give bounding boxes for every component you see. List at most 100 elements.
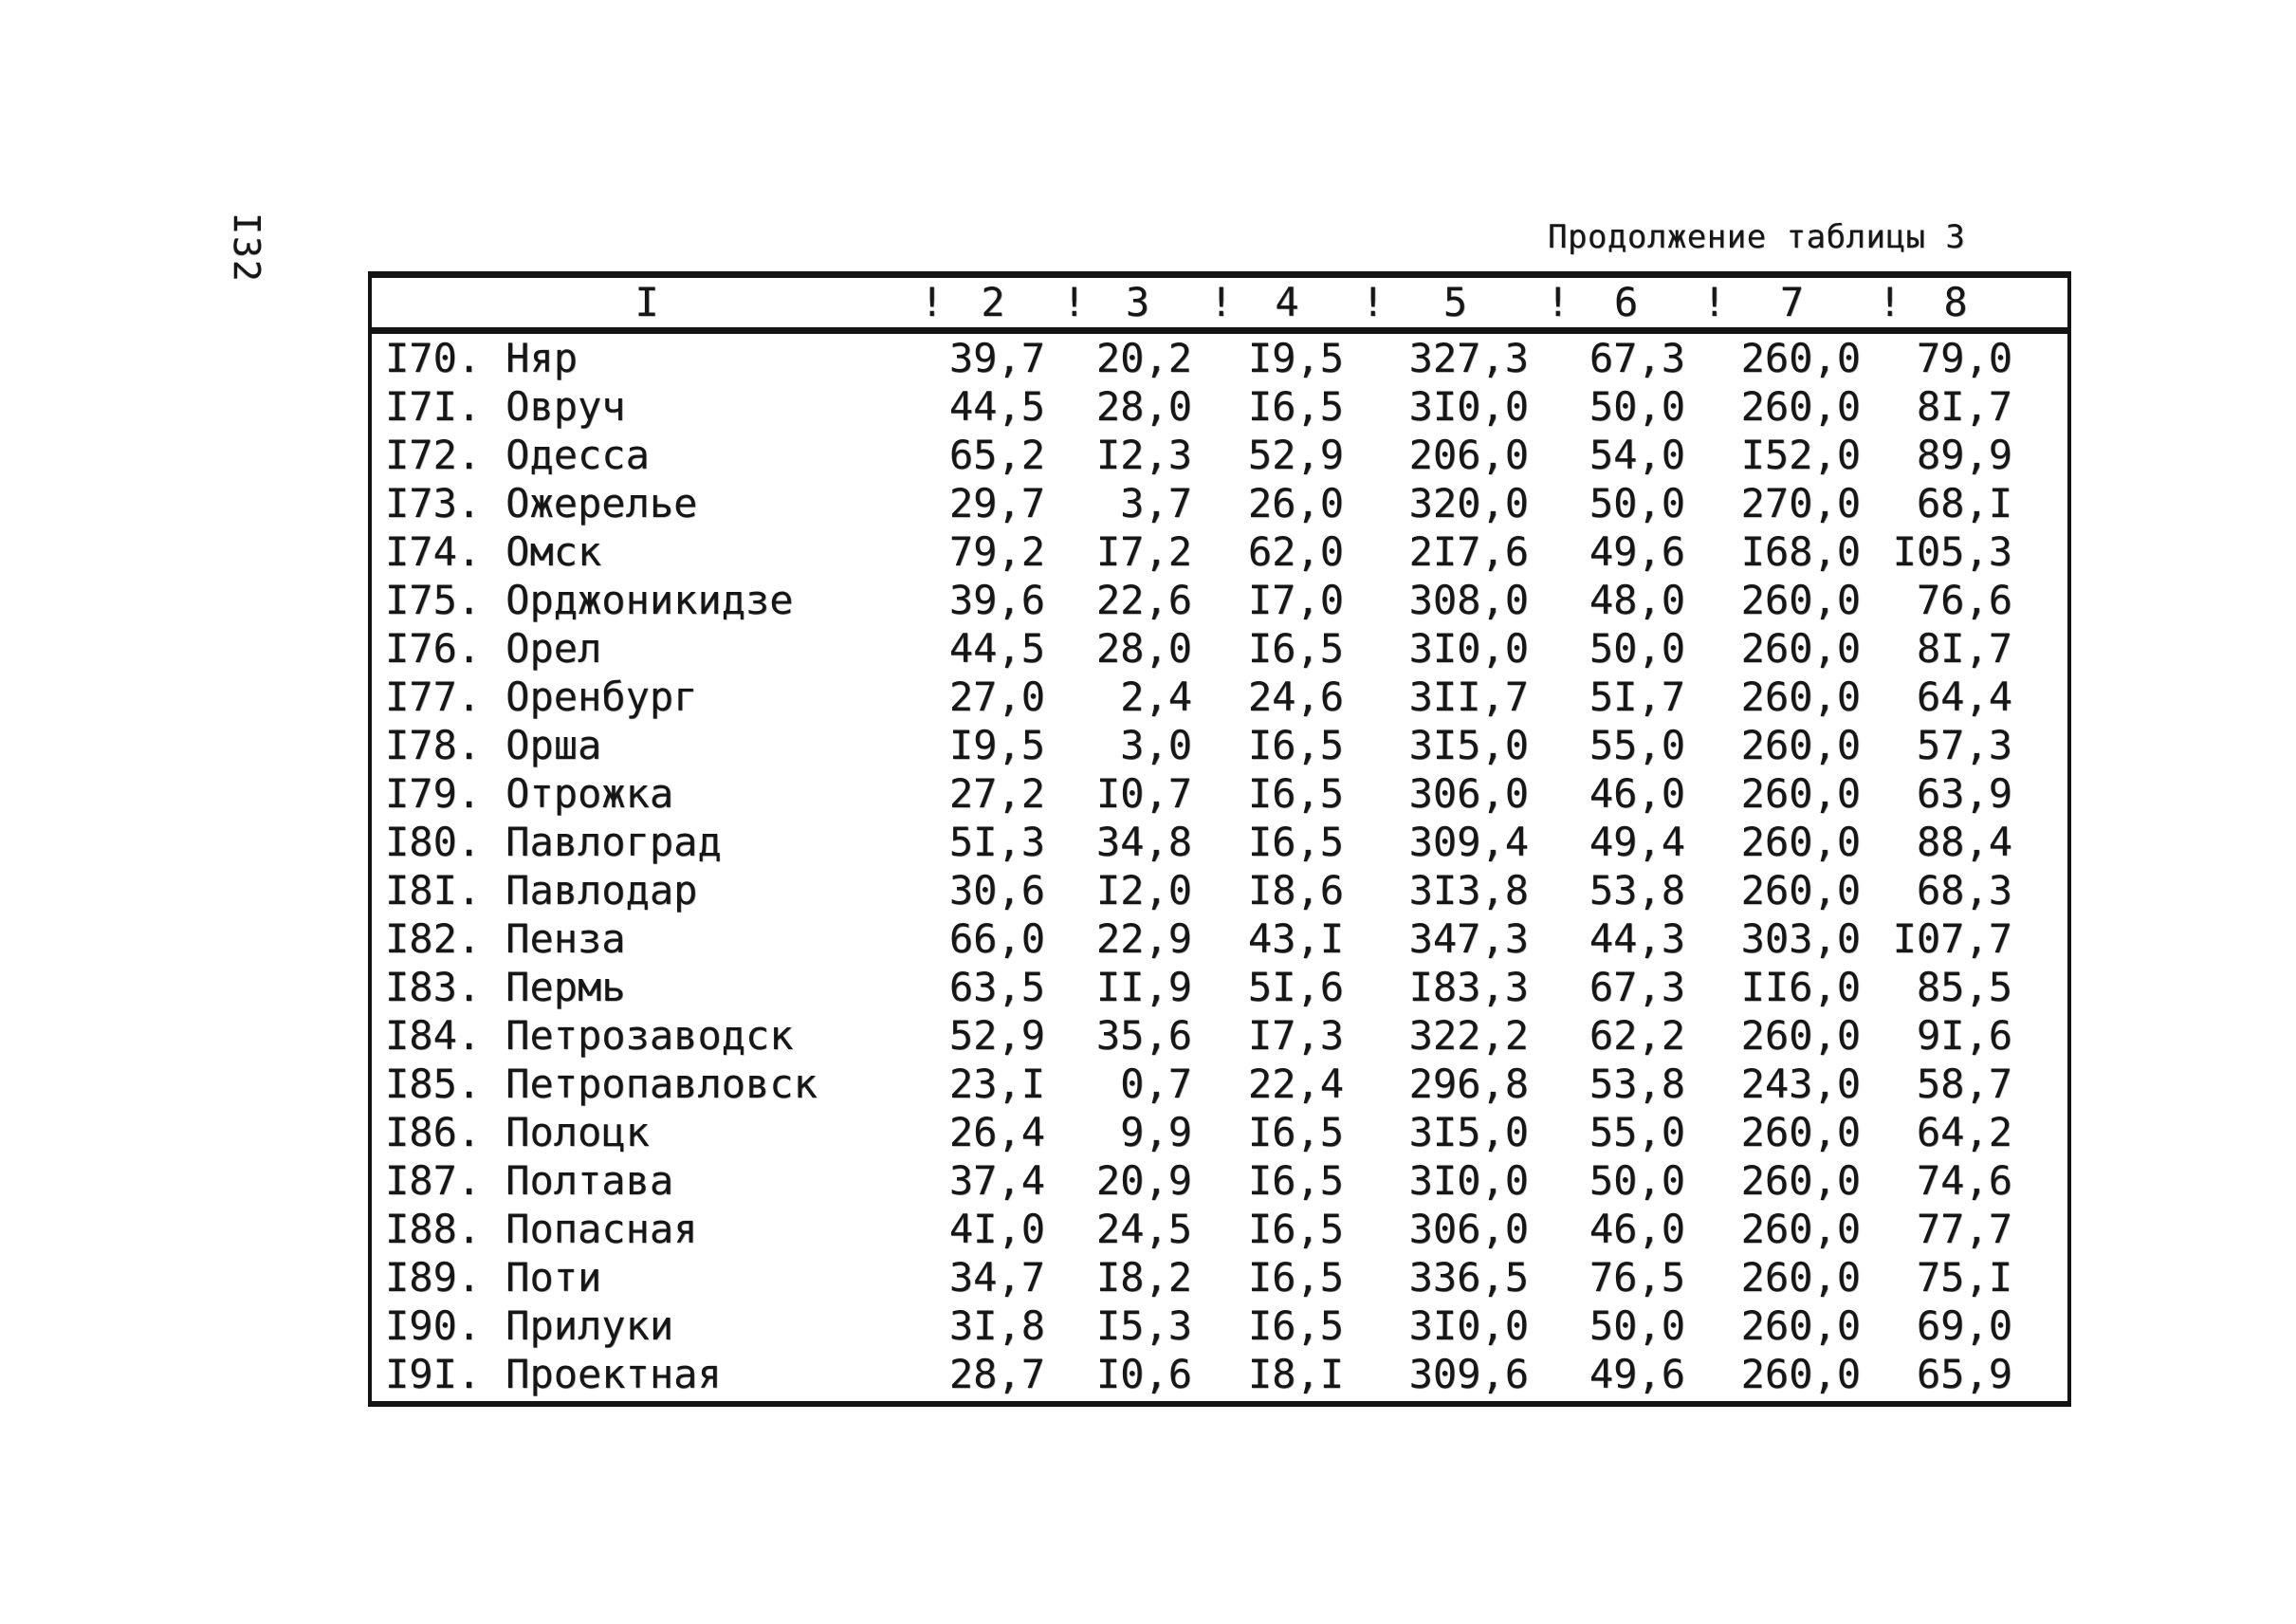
value-cell-5: 3I5,0 [1408, 722, 1529, 768]
value-cell-4: I6,5 [1247, 1109, 1344, 1155]
row-label: I73. Ожерелье [372, 479, 922, 527]
station-name: Поти [505, 1254, 602, 1301]
table-row: I72. Одесса 65,2 I2,3 52,9 206,0 54,0 I5… [372, 431, 2067, 479]
value-cell-8: 64,4 [1916, 674, 2012, 720]
station-name: Проектная [505, 1351, 722, 1397]
table-row: I73. Ожерелье 29,7 3,7 26,0 320,0 50,0 2… [372, 479, 2067, 527]
column-header-4: ! 4 [1209, 278, 1363, 327]
value-cell-5: 327,3 [1408, 335, 1529, 381]
row-number: I8I. [385, 867, 482, 914]
table-row: I7I. Овруч 44,5 28,0 I6,5 3I0,0 50,0 260… [372, 382, 2067, 431]
row-number: I72. [385, 432, 482, 478]
value-cell-8: 76,6 [1916, 577, 2012, 623]
station-name: Петропавловск [505, 1061, 817, 1107]
value-cell-7: 260,0 [1740, 1109, 1861, 1155]
value-cell-8: 77,7 [1916, 1206, 2012, 1252]
value-cell-2: 37,4 [948, 1157, 1045, 1204]
value-cell-2: 27,2 [948, 770, 1045, 817]
value-cell-5: 3I0,0 [1408, 383, 1529, 430]
value-cell-3: I0,6 [1095, 1351, 1192, 1397]
station-name: Ожерелье [505, 480, 698, 526]
row-label: I86. Полоцк [372, 1108, 922, 1156]
value-cell-4: I6,5 [1247, 383, 1344, 430]
value-cell-3: 20,9 [1095, 1157, 1192, 1204]
value-cell-6: 44,3 [1589, 915, 1685, 962]
column-header-label: I [634, 279, 659, 325]
value-cell-7: 260,0 [1740, 1254, 1861, 1301]
column-header-label: 7 [1779, 279, 1805, 325]
row-number: I87. [385, 1157, 482, 1204]
table-row: I84. Петрозаводск 52,9 35,6 I7,3 322,2 6… [372, 1011, 2067, 1060]
station-name: Одесса [505, 432, 650, 478]
value-cell-4: 52,9 [1247, 432, 1344, 478]
value-cell-5: 3I0,0 [1408, 625, 1529, 672]
value-cell-6: 55,0 [1589, 1109, 1685, 1155]
column-header-5: ! 5 [1361, 278, 1548, 327]
value-cell-2: 66,0 [948, 915, 1045, 962]
row-label: I72. Одесса [372, 431, 922, 479]
row-number: I77. [385, 674, 482, 720]
row-number: I75. [385, 577, 482, 623]
value-cell-8: 58,7 [1916, 1061, 2012, 1107]
value-cell-4: 24,6 [1247, 674, 1344, 720]
column-header-label: 8 [1943, 279, 1968, 325]
station-name: Павлодар [505, 867, 698, 914]
value-cell-4: I6,5 [1247, 1302, 1344, 1349]
value-cell-2: 27,0 [948, 674, 1045, 720]
station-name: Прилуки [505, 1302, 674, 1349]
row-number: I74. [385, 528, 482, 575]
value-cell-6: 53,8 [1589, 867, 1685, 914]
row-label: I75. Орджоникидзе [372, 576, 922, 624]
table-row: I74. Омск 79,2 I7,2 62,0 2I7,6 49,6 I68,… [372, 527, 2067, 576]
table-row: I78. Орша I9,5 3,0 I6,5 3I5,0 55,0 260,0… [372, 721, 2067, 769]
value-cell-6: 67,3 [1589, 335, 1685, 381]
value-cell-7: 260,0 [1740, 1157, 1861, 1204]
value-cell-6: 49,4 [1589, 819, 1685, 865]
table-row: I75. Орджоникидзе 39,6 22,6 I7,0 308,0 4… [372, 576, 2067, 624]
column-separator: ! [1878, 279, 1902, 325]
column-header-label: 4 [1275, 279, 1299, 325]
column-header-label: 6 [1613, 279, 1639, 325]
value-cell-8: 88,4 [1916, 819, 2012, 865]
row-number: I79. [385, 770, 482, 817]
value-cell-3: 35,6 [1095, 1012, 1192, 1059]
value-cell-3: 28,0 [1095, 625, 1192, 672]
table-row: I86. Полоцк 26,4 9,9 I6,5 3I5,0 55,0 260… [372, 1108, 2067, 1156]
value-cell-2: 63,5 [948, 964, 1045, 1010]
value-cell-7: 303,0 [1740, 915, 1861, 962]
table-row: I70. Няр 39,7 20,2 I9,5 327,3 67,3 260,0… [372, 334, 2067, 382]
value-cell-2: 29,7 [948, 480, 1045, 526]
station-name: Попасная [505, 1206, 698, 1252]
value-cell-2: 79,2 [948, 528, 1045, 575]
value-cell-7: II6,0 [1740, 964, 1861, 1010]
row-label: I77. Оренбург [372, 673, 922, 721]
station-name: Павлоград [505, 819, 722, 865]
row-number: I73. [385, 480, 482, 526]
value-cell-6: 55,0 [1589, 722, 1685, 768]
row-label: I88. Попасная [372, 1205, 922, 1253]
value-cell-2: 52,9 [948, 1012, 1045, 1059]
value-cell-5: 3I3,8 [1408, 867, 1529, 914]
column-header-8: ! 8 [1878, 278, 2031, 327]
value-cell-4: 43,I [1247, 915, 1344, 962]
value-cell-7: 260,0 [1740, 1012, 1861, 1059]
value-cell-6: 48,0 [1589, 577, 1685, 623]
value-cell-4: 5I,6 [1247, 964, 1344, 1010]
row-label: I79. Отрожка [372, 769, 922, 818]
row-label: I76. Орел [372, 624, 922, 673]
value-cell-4: I6,5 [1247, 722, 1344, 768]
column-header-6: ! 6 [1546, 278, 1704, 327]
value-cell-3: 3,0 [1120, 722, 1192, 768]
value-cell-6: 5I,7 [1589, 674, 1685, 720]
value-cell-3: 28,0 [1095, 383, 1192, 430]
value-cell-8: 8I,7 [1916, 383, 2012, 430]
value-cell-5: 306,0 [1408, 1206, 1529, 1252]
value-cell-2: I9,5 [948, 722, 1045, 768]
row-label: I70. Няр [372, 334, 922, 382]
column-separator: ! [1546, 279, 1570, 325]
value-cell-8: 9I,6 [1916, 1012, 2012, 1059]
value-cell-8: 85,5 [1916, 964, 2012, 1010]
value-cell-5: 306,0 [1408, 770, 1529, 817]
value-cell-2: 3I,8 [948, 1302, 1045, 1349]
